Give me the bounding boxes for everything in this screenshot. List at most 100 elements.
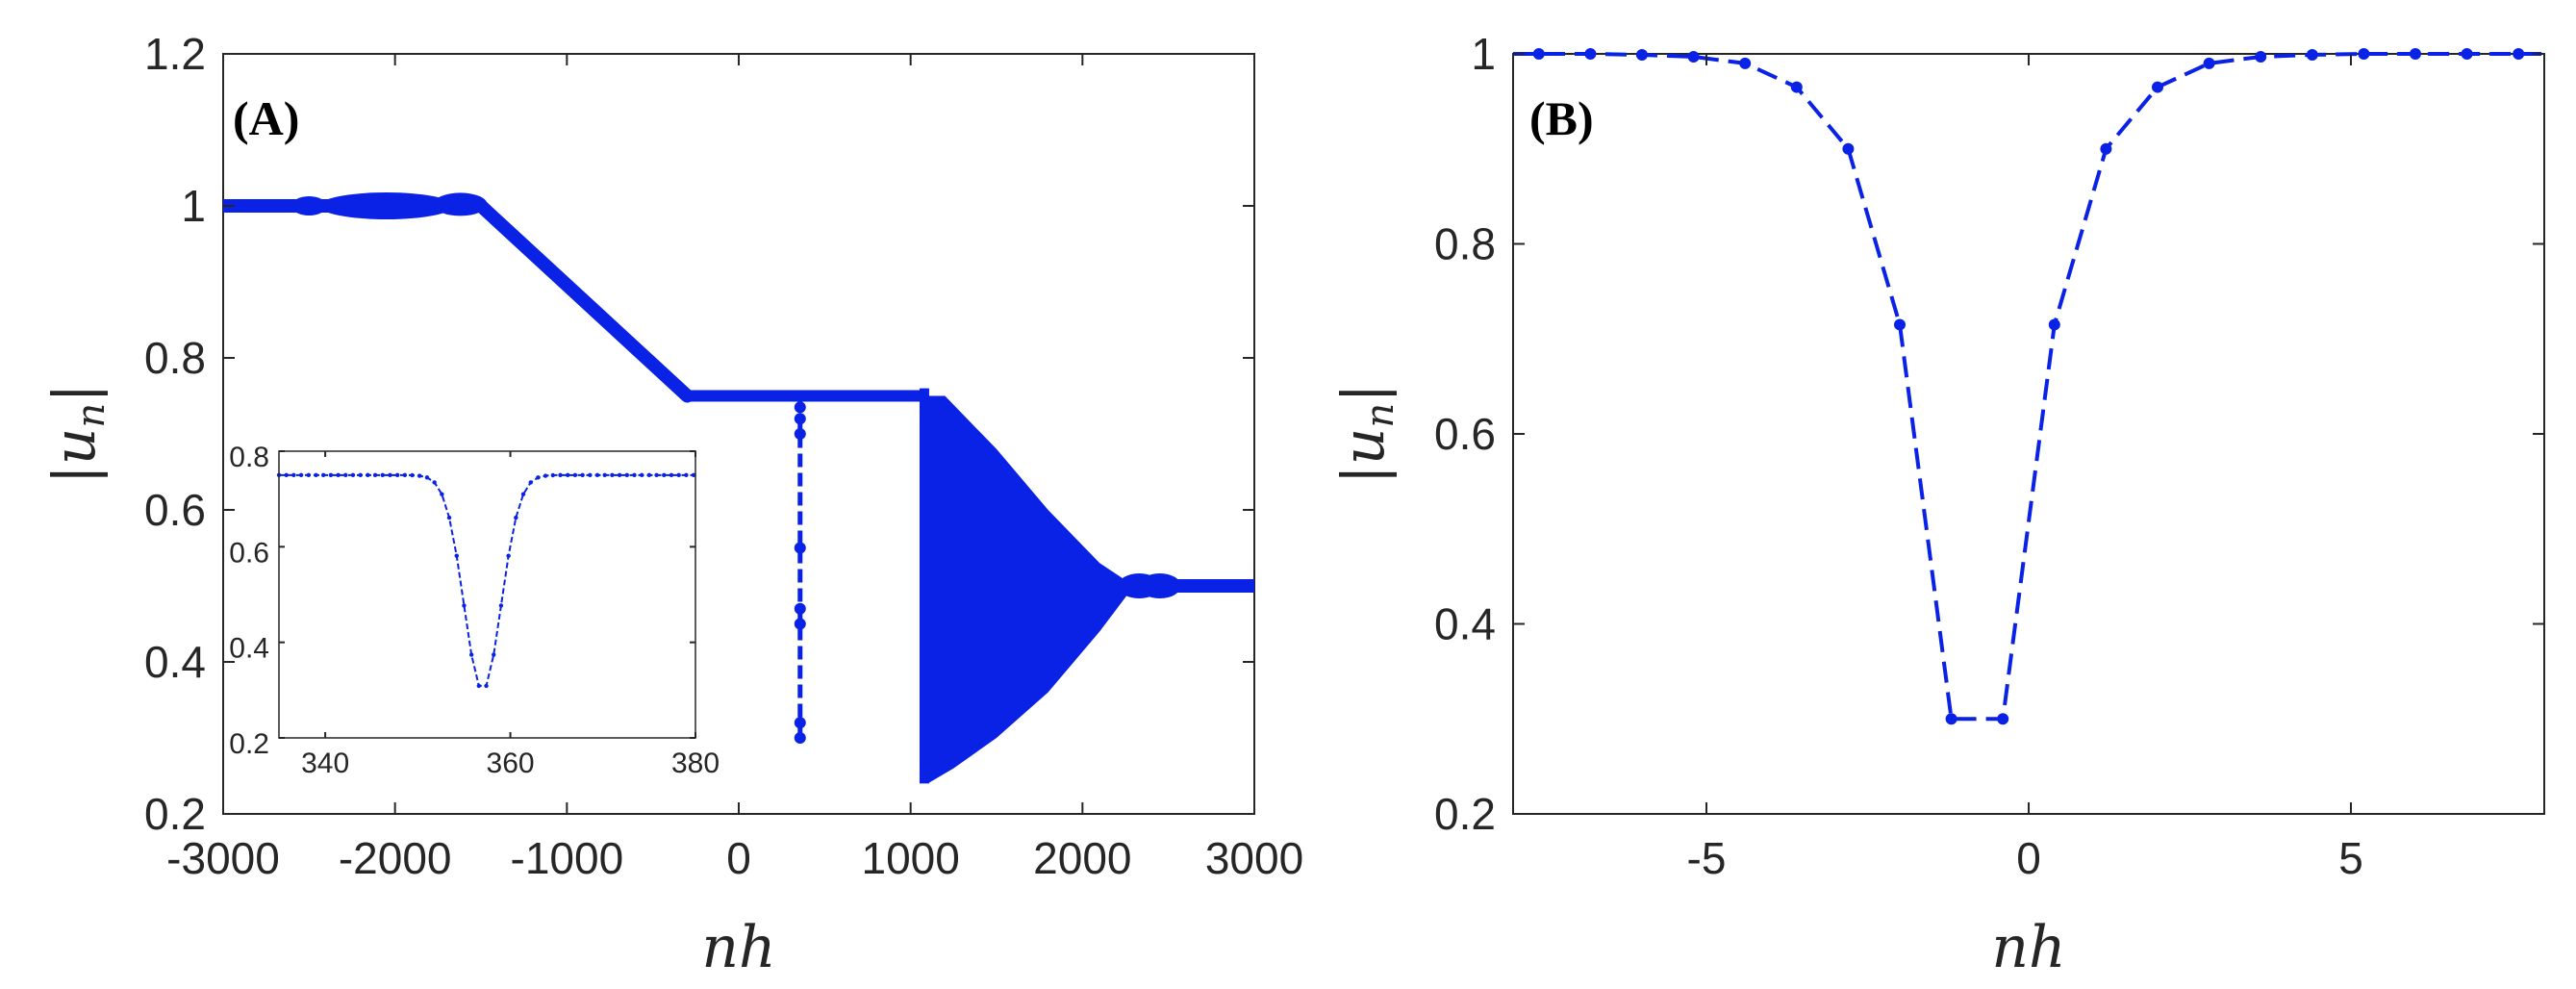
inset-series-point xyxy=(639,472,644,478)
inset-series-point xyxy=(684,472,689,478)
b-ytick-label: 0.4 xyxy=(1434,599,1496,649)
panel-b-xlabel: nh xyxy=(1991,914,2065,981)
b-xtick-label: -5 xyxy=(1687,833,1727,883)
panel-a-inset: 340 360 380 0.2 0.4 0.6 0.8 xyxy=(229,442,720,779)
b-series-point xyxy=(2203,57,2215,69)
panel-a-ylabel-u: u xyxy=(41,428,109,466)
inset-series-point xyxy=(617,472,622,478)
panel-b-ylabel-sub: n xyxy=(1358,403,1402,428)
inset-series-point xyxy=(610,472,615,478)
b-series-point xyxy=(1636,48,1648,61)
inset-series-point xyxy=(594,472,600,478)
inset-ytick-label: 0.8 xyxy=(229,442,269,473)
inset-series-point xyxy=(402,472,408,478)
inset-series-point xyxy=(536,475,541,480)
inset-series-point xyxy=(417,473,422,478)
inset-series-point xyxy=(506,553,511,558)
inset-series-point xyxy=(394,472,400,478)
a-ytick-label: 0.8 xyxy=(144,333,206,383)
inset-series-point xyxy=(476,683,482,689)
a-ytick-label: 0.2 xyxy=(144,789,206,839)
a-xtick-label: 3000 xyxy=(1205,833,1303,883)
a-xtick-label: -2000 xyxy=(339,833,452,883)
inset-series-point xyxy=(588,472,593,478)
panel-a-ylabel-bar-left: | xyxy=(41,465,109,484)
inset-series-point xyxy=(492,652,496,657)
inset-series-point xyxy=(328,472,334,478)
b-series-point xyxy=(1739,57,1752,69)
inset-ytick-label: 0.6 xyxy=(229,537,269,569)
svg-text:|un|: |un| xyxy=(41,384,114,485)
a-series-blob xyxy=(291,196,327,216)
b-ytick-label: 1 xyxy=(1471,29,1496,79)
a-xtick-label: 0 xyxy=(726,833,751,883)
inset-series-point xyxy=(388,472,392,478)
inset-series-point xyxy=(514,515,518,520)
a-xtick-label: -3000 xyxy=(166,833,280,883)
a-xtick-label: 2000 xyxy=(1033,833,1131,883)
inset-ticks: 340 360 380 0.2 0.4 0.6 0.8 xyxy=(229,442,720,779)
inset-series-point xyxy=(691,472,696,478)
inset-series-point xyxy=(646,472,652,478)
inset-series-point xyxy=(440,492,444,496)
inset-series-point xyxy=(306,472,311,478)
a-xtick-label: -1000 xyxy=(511,833,624,883)
inset-series-point xyxy=(624,472,629,478)
inset-series-point xyxy=(358,472,363,478)
b-series-point xyxy=(2152,81,2163,93)
inset-series-point xyxy=(446,515,452,520)
b-series-point xyxy=(2410,48,2421,60)
panel-a-ylabel: |un| xyxy=(41,384,114,485)
b-series-point xyxy=(2048,318,2060,331)
inset-series-point xyxy=(454,553,459,558)
inset-series-point xyxy=(284,472,289,478)
b-series-point xyxy=(2306,48,2318,61)
inset-xtick-label: 380 xyxy=(671,748,720,779)
b-series-point xyxy=(2255,50,2267,63)
inset-series-point xyxy=(528,480,533,485)
b-series-point xyxy=(1790,81,1803,93)
inset-series-point xyxy=(462,603,467,608)
svg-text:|un|: |un| xyxy=(1330,384,1402,485)
b-series-point xyxy=(2513,48,2525,60)
inset-xtick-label: 340 xyxy=(301,748,349,779)
a-series-blob xyxy=(433,192,488,216)
inset-background xyxy=(279,451,695,738)
a-ytick-label: 1 xyxy=(181,181,206,231)
b-series-point xyxy=(1584,48,1597,60)
inset-series-point xyxy=(580,472,585,478)
b-xtick-label: 0 xyxy=(2016,833,2041,883)
a-series-dip-point xyxy=(794,732,806,744)
panel-b-ylabel-bar-left: | xyxy=(1330,465,1398,484)
inset-series-point xyxy=(543,473,548,478)
b-series-point xyxy=(1945,713,1957,725)
inset-ytick-label: 0.4 xyxy=(229,633,269,665)
inset-series-point xyxy=(320,472,326,478)
panel-a-ylabel-sub: n xyxy=(69,403,114,428)
inset-data xyxy=(276,472,696,689)
inset-series-point xyxy=(632,472,637,478)
a-series-blob xyxy=(1138,573,1181,598)
inset-series-point xyxy=(291,472,296,478)
inset-series-point xyxy=(432,480,437,485)
inset-series-point xyxy=(372,472,378,478)
b-ytick-label: 0.6 xyxy=(1434,409,1496,459)
panel-a-data xyxy=(223,192,1254,784)
inset-series-point xyxy=(484,683,489,689)
inset-ytick-label: 0.2 xyxy=(229,728,269,760)
inset-series-point xyxy=(520,492,526,496)
inset-series-point xyxy=(424,475,430,480)
a-ytick-label: 1.2 xyxy=(144,29,206,79)
b-series-point xyxy=(2358,48,2370,60)
a-series-dip-point xyxy=(794,401,806,414)
panel-b-ylabel-bar-right: | xyxy=(1330,384,1398,403)
a-series-blob xyxy=(318,192,454,219)
b-ytick-label: 0.8 xyxy=(1434,219,1496,269)
panel-b: -5 0 50.20.40.60.81 (B) |un| nh xyxy=(1330,29,2545,981)
inset-series-point xyxy=(380,472,385,478)
a-series-dip-point xyxy=(794,428,806,440)
a-ytick-label: 0.6 xyxy=(144,485,206,535)
a-ytick-label: 0.4 xyxy=(144,637,206,687)
inset-series-point xyxy=(602,472,607,478)
